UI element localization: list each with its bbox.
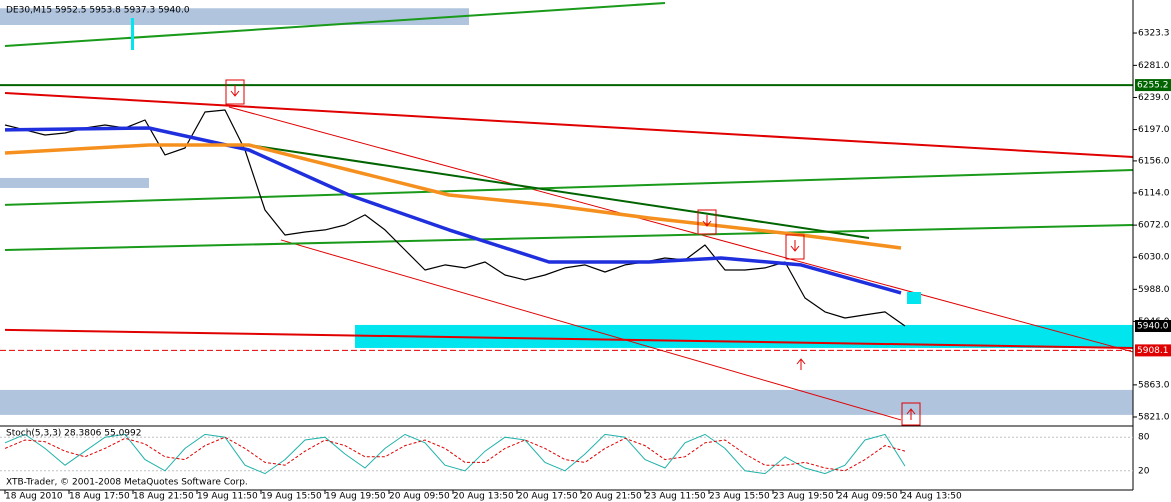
price-line <box>4 109 906 327</box>
down-arrow <box>702 215 712 227</box>
arrow-box <box>225 79 245 105</box>
price-label: 5940.0 <box>1137 322 1169 332</box>
arrow-box <box>697 209 717 235</box>
trend-line <box>4 328 1134 349</box>
arrow-box <box>901 402 921 426</box>
footer: XTB-Trader, © 2001-2008 MetaQuotes Softw… <box>6 478 248 488</box>
x-tick-label: 19 Aug 11:50 <box>197 492 258 502</box>
x-tick-label: 19 Aug 15:50 <box>261 492 322 502</box>
zone <box>0 177 149 188</box>
zone <box>0 389 1133 415</box>
y-tick-label: 6156.0 <box>1138 156 1170 166</box>
x-tick-label: 23 Aug 15:50 <box>709 492 770 502</box>
y-tick-label: 5988.0 <box>1138 285 1170 295</box>
oscillator-label: Stoch(5,3,3) 28.3806 55.0992 <box>6 429 141 439</box>
x-tick-label: 20 Aug 13:50 <box>453 492 514 502</box>
x-tick-label: 18 Aug 21:50 <box>133 492 194 502</box>
y-tick-label: 6281.0 <box>1138 61 1170 71</box>
y-tick-label: 6197.0 <box>1138 125 1170 135</box>
main-panel <box>0 1 1134 421</box>
y-tick-label: 6072.0 <box>1138 221 1170 231</box>
zone <box>0 8 469 25</box>
x-tick-label: 18 Aug 17:50 <box>69 492 130 502</box>
down-arrow <box>230 85 240 97</box>
up-arrow <box>796 358 806 370</box>
price-label-box <box>1135 79 1171 92</box>
signal-arrows <box>225 79 921 426</box>
oscillator-line <box>4 433 906 475</box>
zone <box>355 324 1133 348</box>
x-tick-label: 24 Aug 09:50 <box>837 492 898 502</box>
oscillator-line <box>4 436 906 472</box>
y-tick-label: 6239.0 <box>1138 93 1170 103</box>
trend-line <box>4 91 1134 159</box>
x-tick-label: 23 Aug 11:50 <box>645 492 706 502</box>
marker <box>131 18 134 50</box>
price-line <box>4 143 902 250</box>
up-arrow <box>906 408 916 420</box>
x-tick-label: 18 Aug 2010 <box>5 492 63 502</box>
price-label: 6255.2 <box>1137 81 1169 91</box>
marker <box>907 292 921 304</box>
x-tick-label: 20 Aug 09:50 <box>389 492 450 502</box>
x-tick-label: 20 Aug 17:50 <box>517 492 578 502</box>
oscillator-tick-label: 80 <box>1138 433 1150 443</box>
price-label-box <box>1135 344 1171 357</box>
price-label-box <box>1135 320 1171 333</box>
oscillator-tick-label: 20 <box>1138 466 1150 476</box>
y-tick-label: 6030.0 <box>1138 253 1170 263</box>
trend-line <box>280 239 902 421</box>
x-tick-label: 24 Aug 13:50 <box>901 492 962 502</box>
oscillator-panel <box>0 433 1133 475</box>
trend-line <box>248 144 870 239</box>
trend-line <box>4 223 1134 251</box>
arrow-box <box>785 234 805 260</box>
y-tick-label: 6114.0 <box>1138 189 1170 199</box>
y-tick-label: 6323.3 <box>1138 29 1170 39</box>
price-line <box>4 126 902 295</box>
price-label: 5908.1 <box>1137 346 1169 356</box>
y-tick-label: 5821.0 <box>1138 412 1170 422</box>
y-tick-label: 5863.0 <box>1138 380 1170 390</box>
chart-title: DE30,M15 5952.5 5953.8 5937.3 5940.0 <box>6 6 190 16</box>
x-tick-label: 20 Aug 21:50 <box>581 492 642 502</box>
down-arrow <box>790 240 800 252</box>
trend-line <box>228 106 1134 353</box>
x-tick-label: 19 Aug 19:50 <box>325 492 386 502</box>
trend-line <box>4 169 1134 206</box>
x-tick-label: 23 Aug 19:50 <box>773 492 834 502</box>
trend-line <box>4 1 666 48</box>
